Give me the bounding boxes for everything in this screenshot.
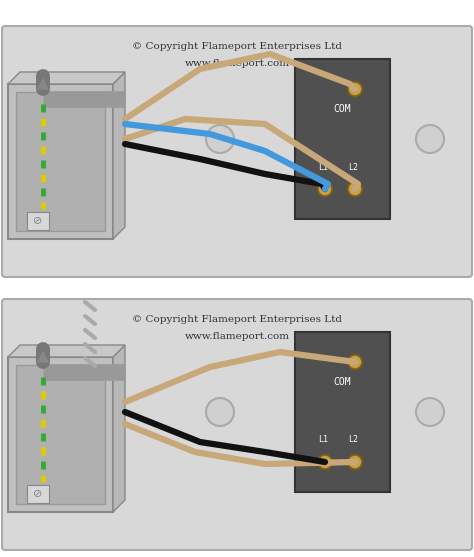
Circle shape: [348, 82, 362, 96]
Text: www.flameport.com: www.flameport.com: [184, 332, 290, 341]
Circle shape: [318, 455, 332, 469]
Circle shape: [318, 182, 332, 196]
FancyBboxPatch shape: [2, 26, 472, 277]
Text: © Copyright Flameport Enterprises Ltd: © Copyright Flameport Enterprises Ltd: [132, 42, 342, 51]
Text: ⊘: ⊘: [33, 216, 43, 226]
FancyBboxPatch shape: [2, 299, 472, 550]
Circle shape: [348, 182, 362, 196]
Polygon shape: [8, 72, 125, 84]
Circle shape: [416, 398, 444, 426]
Text: L2: L2: [348, 436, 358, 444]
FancyBboxPatch shape: [27, 485, 49, 503]
Text: L2: L2: [348, 163, 358, 172]
FancyBboxPatch shape: [8, 84, 113, 239]
FancyBboxPatch shape: [295, 332, 390, 492]
Circle shape: [348, 455, 362, 469]
Text: www.flameport.com: www.flameport.com: [184, 59, 290, 68]
Circle shape: [206, 125, 234, 153]
Text: L1: L1: [318, 436, 328, 444]
Polygon shape: [38, 352, 48, 362]
Circle shape: [416, 125, 444, 153]
FancyBboxPatch shape: [295, 59, 390, 219]
FancyBboxPatch shape: [16, 365, 105, 504]
Text: COM: COM: [334, 104, 351, 114]
Polygon shape: [113, 345, 125, 512]
FancyBboxPatch shape: [27, 212, 49, 230]
Polygon shape: [38, 79, 48, 89]
Text: L1: L1: [318, 163, 328, 172]
Text: ⊘: ⊘: [33, 489, 43, 499]
Polygon shape: [8, 345, 125, 357]
FancyBboxPatch shape: [16, 92, 105, 231]
Text: © Copyright Flameport Enterprises Ltd: © Copyright Flameport Enterprises Ltd: [132, 315, 342, 324]
Text: COM: COM: [334, 377, 351, 387]
Circle shape: [206, 398, 234, 426]
FancyBboxPatch shape: [8, 357, 113, 512]
Polygon shape: [113, 72, 125, 239]
Circle shape: [348, 355, 362, 369]
